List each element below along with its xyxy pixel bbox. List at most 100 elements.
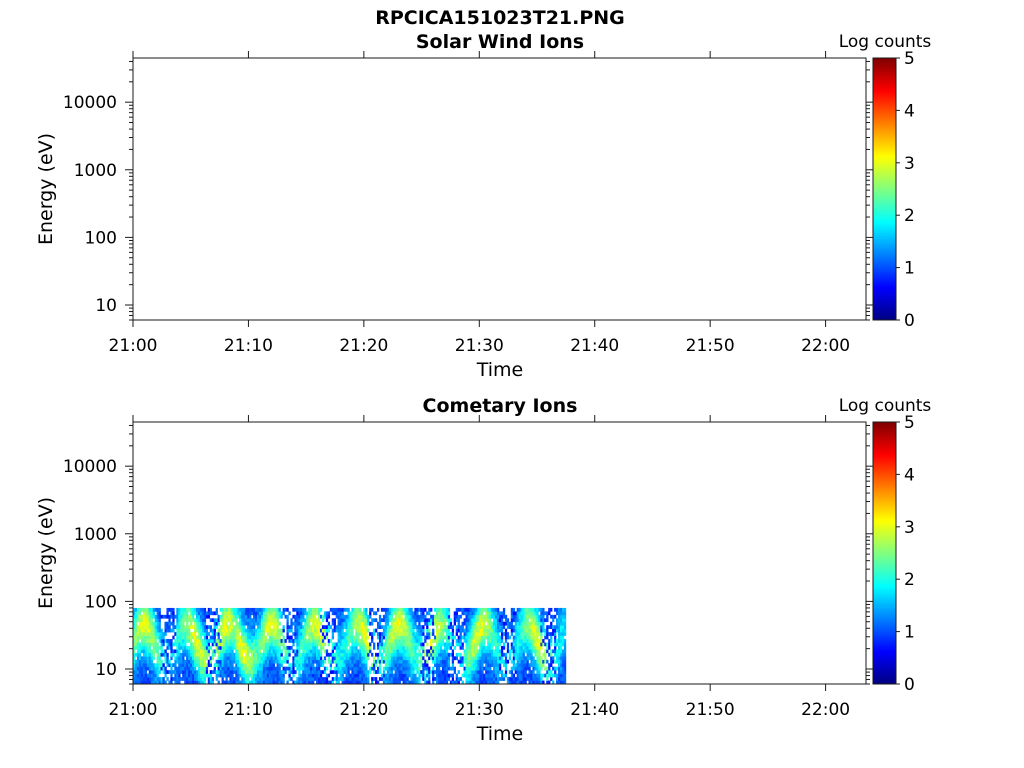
heatmap-cell [558,611,561,616]
heatmap-cell [144,649,148,654]
heatmap-cell [343,645,346,650]
colorbar-segment [873,446,896,449]
heatmap-cell [359,663,362,668]
heatmap-cell [241,652,244,657]
heatmap-cell [487,639,490,643]
heatmap-cell [349,632,352,636]
heatmap-cell [327,652,331,657]
heatmap-cell [394,635,397,640]
colorbar-tick-label: 5 [904,413,915,433]
heatmap-cell [436,663,439,668]
heatmap-cell [258,625,262,629]
colorbar-segment [873,206,896,210]
heatmap-cell [516,635,519,640]
heatmap-cell [343,663,346,668]
heatmap-cell [410,656,413,661]
heatmap-cell [477,642,480,647]
heatmap-cell [363,645,366,650]
heatmap-cell [225,666,228,671]
heatmap-cell [247,614,250,619]
heatmap-cell [420,652,423,657]
heatmap-cell [290,677,293,681]
heatmap-cell [312,652,315,657]
heatmap-cell [479,663,482,668]
heatmap-cell [272,632,275,636]
heatmap-cell [396,618,399,623]
heatmap-cell [361,618,364,623]
heatmap-cell [266,607,270,612]
heatmap-cell [231,649,234,654]
heatmap-cell [241,614,244,619]
heatmap-cell [495,680,498,685]
heatmap-cell [138,666,142,671]
colorbar-segment [873,546,896,550]
heatmap-cell [260,666,264,671]
heatmap-cell [178,677,181,681]
heatmap-cell [199,618,203,623]
heatmap-cell [465,611,468,616]
heatmap-cell [343,649,346,654]
heatmap-cell [182,649,185,654]
heatmap-cell [294,621,297,626]
heatmap-cell [203,642,207,647]
heatmap-cell [223,666,226,671]
heatmap-cell [253,639,256,643]
heatmap-cell [437,632,441,636]
heatmap-cell [396,659,399,664]
heatmap-cell [418,642,421,647]
heatmap-cell [225,673,228,678]
heatmap-cell [178,639,181,643]
heatmap-cell [258,649,262,654]
heatmap-cell [327,656,331,661]
heatmap-cell [317,618,321,623]
heatmap-cell [386,656,390,661]
heatmap-cell [447,642,451,647]
heatmap-cell [254,649,258,654]
heatmap-cell [314,618,317,623]
heatmap-cell [528,635,531,640]
colorbar-segment [873,228,896,231]
heatmap-cell [404,680,407,685]
heatmap-cell [142,649,146,654]
heatmap-cell [284,670,287,674]
heatmap-cell [526,663,529,668]
heatmap-cell [235,611,238,616]
heatmap-cell [363,635,366,640]
heatmap-cell [170,649,173,654]
heatmap-cell [491,659,494,664]
heatmap-cell [479,673,482,678]
heatmap-cell [445,618,449,623]
heatmap-cell [351,614,354,619]
heatmap-cell [205,628,209,633]
heatmap-cell [209,639,213,643]
colorbar-segment [873,666,896,670]
heatmap-cell [548,673,551,678]
heatmap-cell [516,618,519,623]
colorbar-segment [873,193,896,196]
heatmap-cell [217,666,220,671]
heatmap-cell [410,642,413,647]
heatmap-cell [201,656,205,661]
heatmap-cell [245,673,248,678]
heatmap-cell [306,645,309,650]
heatmap-cell [144,632,148,636]
heatmap-cell [443,625,447,629]
heatmap-cell [465,618,468,623]
colorbar-segment [873,64,896,68]
heatmap-cell [347,663,350,668]
heatmap-cell [280,673,283,678]
heatmap-cell [136,673,140,678]
heatmap-cell [138,628,142,633]
heatmap-cell [260,663,264,668]
heatmap-cell [382,625,386,629]
heatmap-cell [424,614,427,619]
heatmap-cell [416,663,419,668]
heatmap-cell [416,625,419,629]
colorbar-segment [873,485,896,488]
heatmap-cell [349,666,352,671]
heatmap-cell [554,670,557,674]
heatmap-cell [361,656,364,661]
heatmap-cell [489,645,492,650]
heatmap-cell [518,607,521,612]
heatmap-cell [223,673,226,678]
